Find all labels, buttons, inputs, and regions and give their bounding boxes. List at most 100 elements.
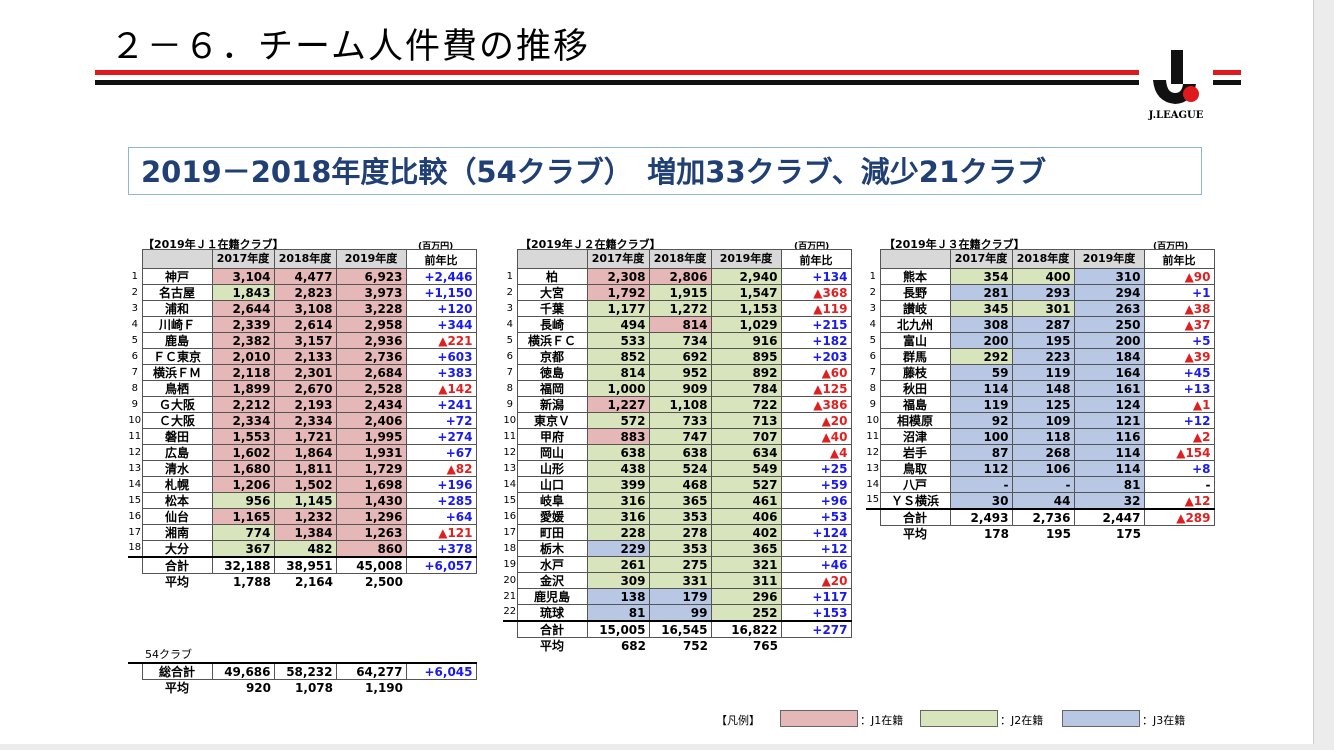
club-name: 浦和: [141, 300, 213, 317]
value-cell: 316: [586, 508, 650, 525]
table-row: 21 鹿児島 138 179 296 +117: [503, 588, 852, 605]
club-name: 東京Ｖ: [516, 412, 588, 429]
table-row: 1 熊本 354 400 310 ▲90: [866, 268, 1215, 285]
club-name: 横浜ＦＣ: [516, 332, 588, 349]
total-value: 64,277: [335, 662, 407, 680]
header-cell: 2018年度: [1011, 249, 1075, 269]
row-number: 9: [131, 398, 138, 410]
total-diff: ▲289: [1143, 508, 1215, 526]
table-row: 2 名古屋 1,843 2,823 3,973 +1,150: [128, 284, 477, 301]
club-name: 甲府: [516, 428, 588, 445]
value-cell: 119: [1011, 364, 1075, 381]
club-name: 山口: [516, 476, 588, 493]
value-cell: 1,915: [648, 284, 712, 301]
total-label: 合計: [141, 556, 213, 574]
value-cell: 2,736: [335, 348, 407, 365]
diff-cell: ▲368: [780, 284, 852, 301]
value-cell: 1,680: [211, 460, 275, 477]
total-row: 合計 2,493 2,736 2,447 ▲289: [866, 508, 1215, 526]
header-blank: [866, 249, 880, 269]
average-row: 平均 682 752 765: [503, 638, 851, 654]
table-row: 11 沼津 100 118 116 ▲2: [866, 428, 1215, 445]
table-row: 12 広島 1,602 1,864 1,931 +67: [128, 444, 477, 461]
value-cell: 1,811: [273, 460, 337, 477]
club-name: 横浜ＦＭ: [141, 364, 213, 381]
diff-cell: ▲39: [1143, 348, 1215, 365]
club-name: ＹＳ横浜: [879, 492, 951, 510]
header-cell: 前年比: [780, 249, 852, 269]
total-label: 合計: [516, 620, 588, 638]
row-number: 7: [131, 366, 138, 378]
table-row: 10 東京Ｖ 572 733 713 ▲20: [503, 412, 852, 429]
value-cell: 734: [648, 332, 712, 349]
row-number: 16: [128, 510, 142, 522]
value-cell: 195: [1011, 332, 1075, 349]
club-name: 大分: [141, 540, 213, 558]
row-number: 13: [866, 462, 880, 474]
row-number: 22: [503, 606, 517, 618]
diff-cell: +64: [405, 508, 477, 525]
value-cell: 87: [949, 444, 1013, 461]
value-cell: 909: [648, 380, 712, 397]
value-cell: 308: [949, 316, 1013, 333]
value-cell: 367: [211, 540, 275, 558]
jleague-logo-icon: [1153, 50, 1199, 104]
row-number: 8: [506, 382, 513, 394]
total-label: 総合計: [141, 662, 213, 680]
table-row: 17 町田 228 278 402 +124: [503, 524, 852, 541]
total-diff: +6,057: [405, 556, 477, 574]
j2-table: 2017年度 2018年度 2019年度 前年比 1 柏 2,308 2,806 2,940 +1…: [503, 249, 852, 653]
row-number: 4: [869, 318, 876, 330]
average-diff-blank: [406, 574, 476, 590]
club-name: 川崎Ｆ: [141, 316, 213, 333]
average-diff-blank: [1144, 526, 1214, 542]
row-number: 20: [503, 574, 517, 586]
value-cell: 1,029: [710, 316, 782, 333]
club-name: 仙台: [141, 508, 213, 525]
header-cell: 2017年度: [586, 249, 650, 269]
club-name: 愛媛: [516, 508, 588, 525]
club-name: 鹿児島: [516, 588, 588, 605]
row-number: 3: [131, 302, 138, 314]
row-number: 5: [869, 334, 876, 346]
row-number: 12: [503, 446, 517, 458]
row-number: 6: [869, 350, 876, 362]
average-value: 752: [682, 638, 708, 653]
value-cell: 316: [586, 492, 650, 509]
value-cell: 482: [273, 540, 337, 558]
legend-j1-text: ：J1在籍: [860, 714, 904, 727]
club-name: 名古屋: [141, 284, 213, 301]
header-name: [516, 249, 588, 269]
diff-cell: +203: [780, 348, 852, 365]
club-name: Ｇ大阪: [141, 396, 213, 413]
diff-cell: +25: [780, 460, 852, 477]
value-cell: 1,502: [273, 476, 337, 493]
value-cell: 184: [1073, 348, 1145, 365]
header-cell: 2019年度: [710, 249, 782, 269]
value-cell: 638: [648, 444, 712, 461]
value-cell: 3,108: [273, 300, 337, 317]
header-cell: 2017年度: [211, 249, 275, 269]
j1-table: 2017年度 2018年度 2019年度 前年比 1 神戸 3,104 4,477 6,923 +…: [128, 249, 477, 589]
value-cell: 1,602: [211, 444, 275, 461]
value-cell: 2,936: [335, 332, 407, 349]
value-cell: 92: [949, 412, 1013, 429]
j2-caption: 【2019年Ｊ２在籍クラブ】: [520, 238, 661, 251]
diff-cell: +8: [1143, 460, 1215, 477]
value-cell: 1,145: [273, 492, 337, 509]
club-name: 富山: [879, 332, 951, 349]
value-cell: 2,644: [211, 300, 275, 317]
j1-unit: (百万円): [418, 242, 454, 252]
average-diff-blank: [781, 638, 851, 654]
header-blank: [128, 249, 142, 269]
jleague-wordmark: J.LEAGUE: [1148, 110, 1204, 121]
table-row: 5 鹿島 2,382 3,157 2,936 ▲221: [128, 332, 477, 349]
value-cell: -: [1011, 476, 1075, 493]
clubs54-table: 総合計 49,686 58,232 64,277 +6,045 平均 920 1,078 1,1…: [128, 662, 477, 695]
row-number: 8: [869, 382, 876, 394]
club-name: 京都: [516, 348, 588, 365]
table-row: 13 清水 1,680 1,811 1,729 ▲82: [128, 460, 477, 477]
diff-cell: ▲4: [780, 444, 852, 461]
value-cell: 118: [1011, 428, 1075, 445]
row-number: 1: [506, 270, 513, 282]
